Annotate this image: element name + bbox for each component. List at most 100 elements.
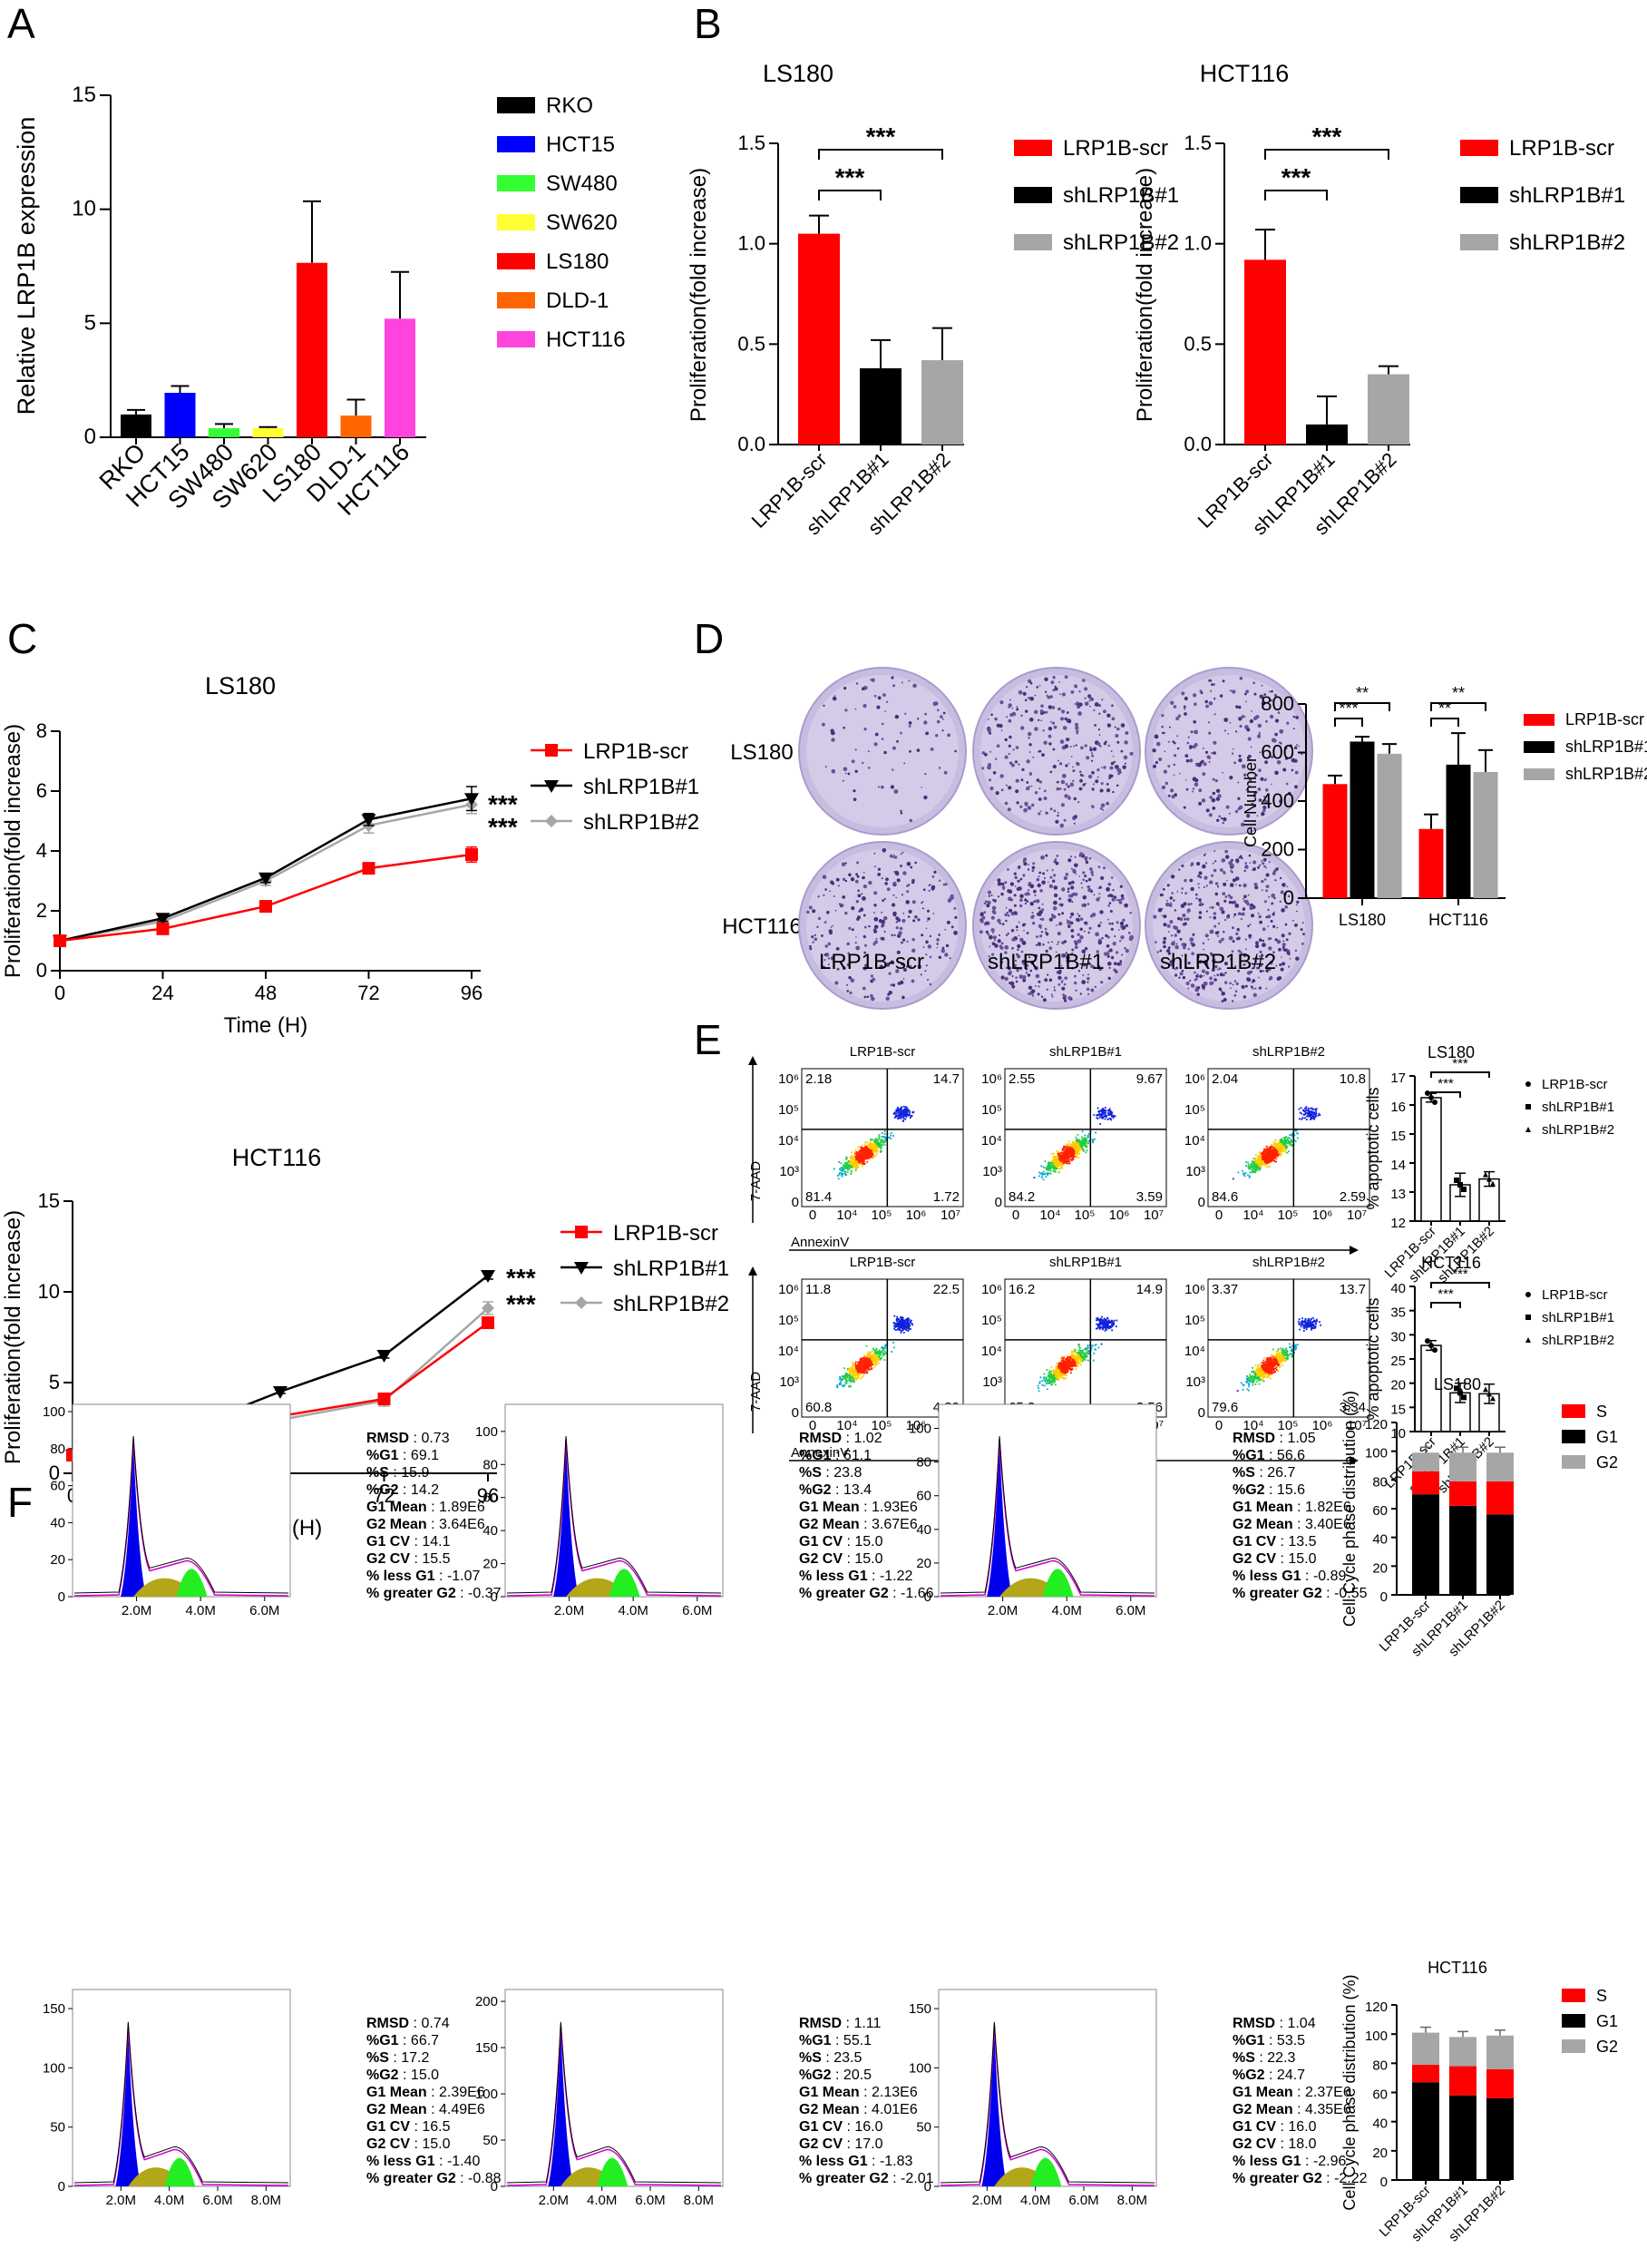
legend-swatch — [497, 136, 535, 152]
event-dot — [1062, 1147, 1065, 1149]
event-dot — [1071, 1145, 1074, 1148]
colony-dot — [1038, 750, 1039, 753]
colony-dot — [892, 768, 894, 771]
colony-dot — [985, 900, 988, 903]
event-dot — [1301, 1112, 1302, 1115]
event-dot — [865, 1157, 868, 1159]
colony-dot — [947, 733, 950, 738]
colony-dot — [1218, 815, 1221, 818]
event-dot — [1281, 1145, 1283, 1148]
colony-dot — [1018, 974, 1024, 979]
event-dot — [844, 1172, 846, 1175]
significance-label: *** — [488, 790, 518, 818]
event-dot — [861, 1144, 863, 1147]
legend-marker — [574, 1262, 589, 1275]
event-dot — [1061, 1151, 1064, 1154]
event-dot — [851, 1161, 853, 1163]
colony-dot — [1208, 700, 1213, 706]
colony-dot — [1001, 923, 1005, 925]
colony-dot — [890, 960, 894, 964]
colony-dot — [1211, 874, 1213, 877]
event-dot — [855, 1168, 858, 1170]
colony-dot — [895, 926, 899, 930]
event-dot — [1273, 1159, 1275, 1161]
event-dot — [1308, 1107, 1310, 1110]
colony-dot — [1301, 922, 1304, 924]
colony-dot — [1201, 969, 1205, 973]
event-dot — [1253, 1170, 1256, 1173]
event-dot — [880, 1147, 882, 1149]
legend-item: DLD-1 — [497, 288, 609, 313]
event-dot — [1264, 1154, 1266, 1157]
colony-dot — [987, 765, 991, 770]
colony-dot — [1120, 894, 1125, 898]
colony-dot — [1067, 890, 1070, 894]
colony-dot — [844, 709, 848, 712]
plate-inner — [806, 675, 959, 827]
colony-dot — [1162, 940, 1166, 944]
event-dot — [881, 1136, 882, 1138]
colony-dot — [903, 762, 906, 765]
colony-dot — [842, 779, 844, 782]
colony-dot — [989, 934, 993, 940]
event-dot — [833, 1168, 835, 1170]
colony-dot — [917, 918, 921, 922]
event-dot — [1306, 1119, 1308, 1120]
event-dot — [854, 1149, 857, 1151]
colony-dot — [1078, 875, 1080, 877]
colony-dot — [1265, 969, 1269, 973]
legend-item: shLRP1B#2 — [1524, 765, 1647, 783]
colony-dot — [911, 880, 915, 885]
colony-dot — [991, 909, 997, 914]
event-dot — [1110, 1110, 1112, 1113]
event-dot — [1265, 1160, 1268, 1163]
event-dot — [902, 1117, 905, 1119]
colony-dot — [925, 964, 928, 967]
colony-dot — [1018, 921, 1020, 924]
event-dot — [1063, 1154, 1066, 1156]
event-dot — [1054, 1167, 1057, 1169]
y-tick-label: 0.5 — [737, 332, 765, 355]
colony-dot — [1268, 946, 1272, 951]
legend-item: shLRP1B#2 — [1014, 230, 1179, 255]
colony-dot — [1239, 724, 1243, 728]
event-dot — [1312, 1117, 1315, 1119]
event-dot — [872, 1152, 873, 1155]
colony-dot — [1093, 894, 1096, 896]
event-dot — [1104, 1113, 1106, 1116]
event-dot — [1048, 1172, 1050, 1175]
colony-dot — [999, 700, 1004, 705]
event-dot — [854, 1169, 857, 1171]
colony-dot — [1057, 931, 1061, 936]
colony-dot — [1233, 761, 1236, 765]
colony-dot — [1284, 905, 1288, 909]
event-dot — [846, 1164, 848, 1166]
colony-dot — [1106, 788, 1111, 793]
colony-dot — [1058, 903, 1061, 906]
event-dot — [878, 1141, 880, 1144]
colony-dot — [901, 852, 904, 854]
significance-label: ** — [1452, 684, 1465, 702]
colony-dot — [1093, 783, 1095, 786]
colony-dot — [1195, 974, 1199, 978]
colony-dot — [832, 696, 837, 701]
event-dot — [1048, 1172, 1051, 1175]
colony-dot — [1067, 898, 1072, 903]
event-dot — [1087, 1133, 1090, 1135]
colony-dot — [846, 963, 851, 967]
colony-dot — [856, 861, 860, 865]
colony-dot — [1074, 974, 1077, 978]
event-dot — [859, 1158, 862, 1160]
colony-dot — [1249, 862, 1252, 865]
colony-dot — [863, 995, 867, 999]
x-tick-label: 10⁴ — [836, 1207, 857, 1223]
colony-dot — [1270, 699, 1273, 702]
colony-dot — [1087, 885, 1090, 889]
colony-dot — [1262, 806, 1267, 810]
event-dot — [1252, 1166, 1253, 1168]
colony-dot — [1197, 955, 1200, 959]
colony-dot — [1172, 740, 1174, 743]
colony-dot — [987, 933, 990, 936]
colony-dot — [885, 700, 889, 703]
colony-dot — [904, 712, 907, 715]
